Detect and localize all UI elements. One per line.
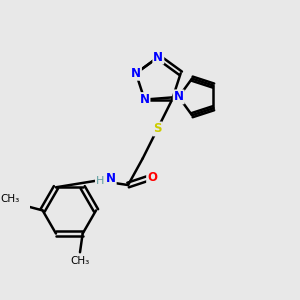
Text: O: O <box>147 170 157 184</box>
Text: CH₃: CH₃ <box>70 256 90 266</box>
Text: N: N <box>131 67 141 80</box>
Text: N: N <box>153 50 163 64</box>
Text: N: N <box>174 90 184 104</box>
Text: N: N <box>140 93 149 106</box>
Text: N: N <box>106 172 116 185</box>
Text: CH₃: CH₃ <box>1 194 20 204</box>
Text: H: H <box>96 176 104 186</box>
Text: S: S <box>153 122 162 136</box>
